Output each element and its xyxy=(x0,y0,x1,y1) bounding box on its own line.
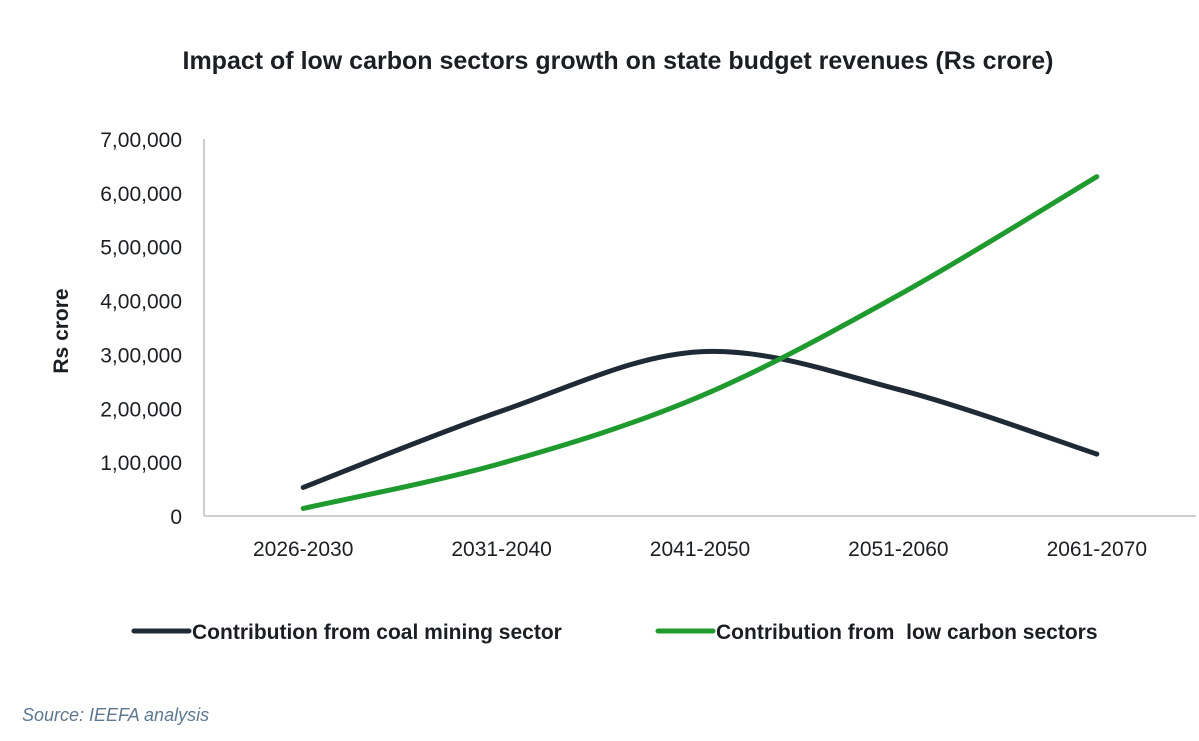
y-tick-label: 3,00,000 xyxy=(100,344,182,367)
y-axis-label: Rs crore xyxy=(50,288,73,373)
source-note: Source: IEEFA analysis xyxy=(22,705,209,725)
series-line-low-carbon xyxy=(300,174,1100,511)
x-tick-label: 2031-2040 xyxy=(451,538,551,561)
x-tick-label: 2026-2030 xyxy=(253,538,353,561)
x-tick-label: 2051-2060 xyxy=(848,538,948,561)
y-tick-label: 0 xyxy=(170,506,182,529)
y-tick-label: 5,00,000 xyxy=(100,237,182,260)
x-tick-label: 2041-2050 xyxy=(650,538,750,561)
y-tick-label: 1,00,000 xyxy=(100,452,182,475)
x-axis-ticks: 2026-2030 2031-2040 2041-2050 2051-2060 2061… xyxy=(253,538,1147,561)
legend: Contribution from coal mining sector Cont… xyxy=(131,621,1098,644)
y-tick-label: 7,00,000 xyxy=(100,129,182,152)
y-tick-label: 4,00,000 xyxy=(100,291,182,314)
series-lines xyxy=(300,174,1100,511)
chart-title: Impact of low carbon sectors growth on s… xyxy=(183,47,1054,75)
y-tick-label: 6,00,000 xyxy=(100,183,182,206)
y-axis-ticks: 0 1,00,000 2,00,000 3,00,000 4,00,000 5,00,00… xyxy=(100,129,182,529)
axes xyxy=(203,139,1196,517)
y-tick-label: 2,00,000 xyxy=(100,398,182,421)
legend-label: Contribution from coal mining sector xyxy=(192,621,562,644)
x-tick-label: 2061-2070 xyxy=(1047,538,1147,561)
series-line-coal-mining xyxy=(300,348,1100,490)
legend-label: Contribution from low carbon sectors xyxy=(716,621,1098,644)
